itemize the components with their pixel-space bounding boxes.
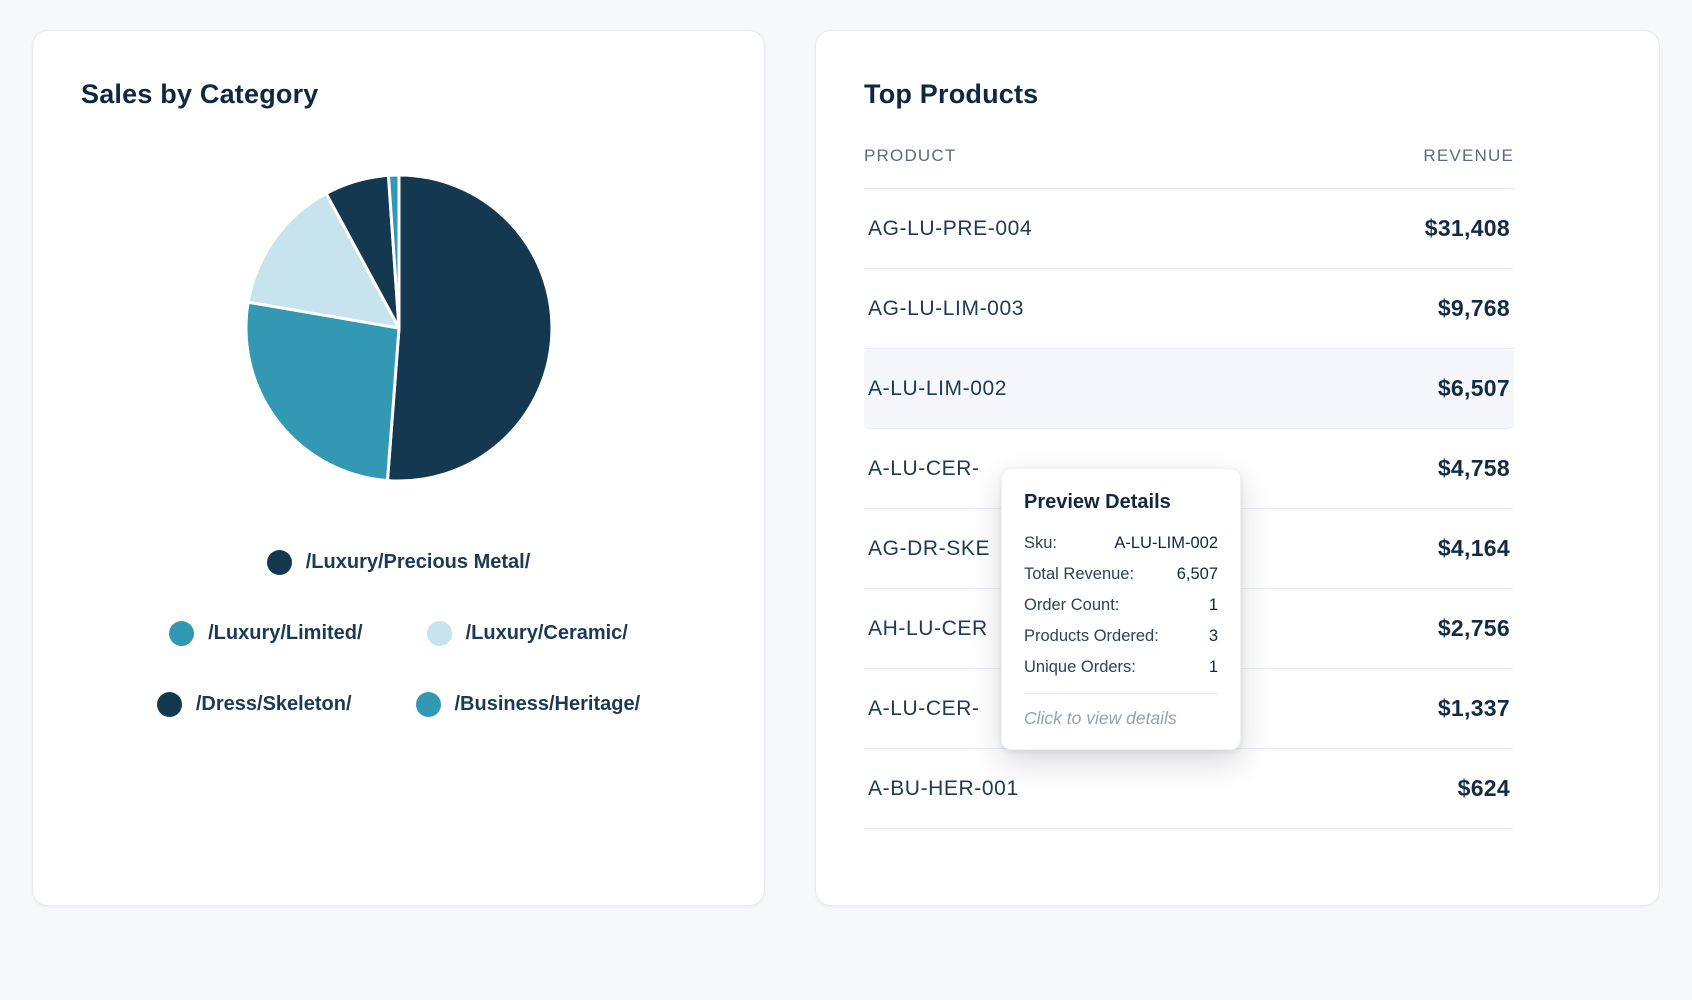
- tooltip-field-value: 1: [1208, 596, 1218, 614]
- product-revenue: $2,756: [1437, 615, 1510, 641]
- legend-row: /Luxury/Precious Metal/: [81, 550, 716, 575]
- tooltip-divider: [1024, 693, 1218, 694]
- tooltip-field-value: A-LU-LIM-002: [1114, 534, 1218, 552]
- tooltip-field-value: 1: [1208, 658, 1218, 676]
- column-header-revenue: REVENUE: [1423, 146, 1514, 165]
- product-revenue: $9,768: [1437, 295, 1510, 321]
- table-row-hovered[interactable]: A-LU-LIM-002 $6,507: [864, 349, 1514, 429]
- tooltip-field-total-revenue: Total Revenue: 6,507: [1024, 565, 1218, 584]
- legend-dot-icon: [156, 692, 182, 717]
- table-row[interactable]: AG-LU-PRE-004 $31,408: [864, 189, 1514, 269]
- product-revenue: $1,337: [1437, 695, 1510, 721]
- product-revenue: $4,758: [1437, 455, 1510, 481]
- tooltip-field-label: Products Ordered:: [1024, 627, 1159, 645]
- sales-by-category-card: Sales by Category /Luxury/Precious Metal…: [32, 30, 765, 906]
- legend-row: /Dress/Skeleton/ /Business/Heritage/: [81, 692, 716, 717]
- legend-item-ceramic: /Luxury/Ceramic/: [426, 621, 628, 646]
- column-header-product: PRODUCT: [864, 146, 957, 165]
- preview-details-tooltip: Preview Details Sku: A-LU-LIM-002 Total …: [1001, 468, 1241, 750]
- product-sku: AG-LU-LIM-003: [868, 296, 1025, 320]
- pie-slice[interactable]: [246, 191, 400, 330]
- legend-dot-icon: [426, 621, 452, 646]
- pie-slice[interactable]: [386, 173, 400, 330]
- tooltip-field-value: 3: [1208, 627, 1218, 645]
- tooltip-footer-hint: Click to view details: [1024, 708, 1177, 728]
- product-sku: AH-LU-CER: [868, 616, 988, 640]
- tooltip-field-products-ordered: Products Ordered: 3: [1024, 627, 1218, 646]
- tooltip-field-label: Unique Orders:: [1024, 658, 1136, 676]
- product-sku: A-BU-HER-001: [868, 776, 1019, 800]
- product-revenue: $6,507: [1437, 375, 1510, 401]
- legend-dot-icon: [415, 692, 441, 717]
- tooltip-field-label: Sku:: [1024, 534, 1058, 552]
- table-header: PRODUCT REVENUE: [864, 146, 1514, 189]
- tooltip-field-value: 6,507: [1176, 565, 1218, 583]
- tooltip-field-label: Order Count:: [1024, 596, 1120, 614]
- product-sku: AG-DR-SKE: [868, 536, 991, 560]
- legend-label: /Luxury/Limited/: [208, 622, 363, 644]
- product-revenue: $31,408: [1424, 215, 1510, 241]
- pie-chart-container: [81, 168, 716, 488]
- tooltip-field-unique-orders: Unique Orders: 1: [1024, 658, 1218, 677]
- tooltip-field-sku: Sku: A-LU-LIM-002: [1024, 534, 1218, 553]
- legend-label: /Luxury/Ceramic/: [465, 622, 628, 644]
- sales-by-category-title: Sales by Category: [81, 79, 319, 109]
- legend-item-precious-metal: /Luxury/Precious Metal/: [266, 550, 531, 575]
- legend-dot-icon: [266, 550, 292, 575]
- table-row[interactable]: AG-LU-LIM-003 $9,768: [864, 269, 1514, 349]
- product-sku: A-LU-LIM-002: [868, 376, 1008, 400]
- pie-legend: /Luxury/Precious Metal/ /Luxury/Limited/…: [81, 550, 716, 717]
- pie-slice[interactable]: [385, 173, 553, 483]
- pie-chart[interactable]: [239, 168, 559, 488]
- legend-row: /Luxury/Limited/ /Luxury/Ceramic/: [81, 621, 716, 646]
- legend-label: /Dress/Skeleton/: [195, 693, 352, 715]
- tooltip-title: Preview Details: [1024, 491, 1171, 513]
- table-row[interactable]: A-BU-HER-001 $624: [864, 749, 1514, 829]
- top-products-card: Top Products PRODUCT REVENUE AG-LU-PRE-0…: [815, 30, 1660, 906]
- legend-dot-icon: [169, 621, 195, 646]
- product-revenue: $4,164: [1437, 535, 1510, 561]
- product-sku: A-LU-CER-: [868, 456, 980, 480]
- product-sku: A-LU-CER-: [868, 696, 980, 720]
- legend-item-limited: /Luxury/Limited/: [169, 621, 363, 646]
- tooltip-field-label: Total Revenue:: [1024, 565, 1135, 583]
- product-sku: AG-LU-PRE-004: [868, 216, 1033, 240]
- legend-label: /Business/Heritage/: [454, 693, 641, 715]
- legend-item-heritage: /Business/Heritage/: [415, 692, 641, 717]
- tooltip-field-order-count: Order Count: 1: [1024, 596, 1218, 615]
- product-revenue: $624: [1457, 775, 1510, 801]
- pie-slice[interactable]: [244, 300, 400, 483]
- top-products-title: Top Products: [864, 79, 1039, 109]
- legend-label: /Luxury/Precious Metal/: [305, 551, 531, 573]
- legend-item-skeleton: /Dress/Skeleton/: [156, 692, 352, 717]
